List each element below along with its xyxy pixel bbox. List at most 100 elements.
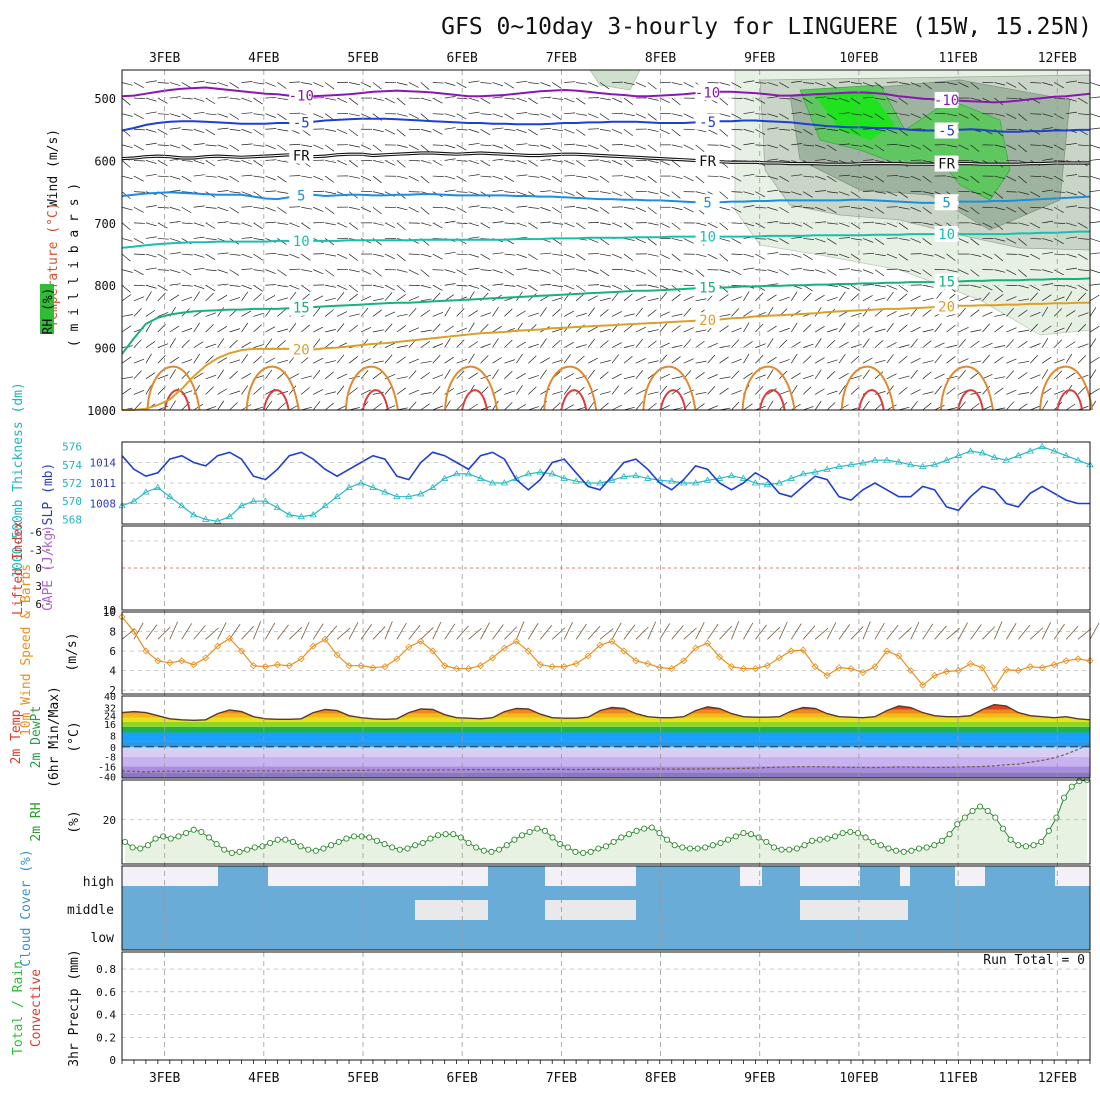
wind-barb [504,160,516,162]
wind-barb [791,191,802,196]
wind-barb [253,269,265,272]
wind-barb [623,97,634,105]
wind-barb [540,113,551,118]
cape-label: CAPE (J/kg) [41,525,56,611]
wind-barb [982,292,990,302]
wind-barb [874,97,886,101]
wind-barb [468,403,478,411]
wind-barb [372,309,382,317]
rh2m-point [419,839,426,847]
wind-barb [516,284,527,290]
wind-barb [1054,160,1066,162]
wind-barb [289,253,300,259]
wind-barb [779,269,789,276]
wind-barb [994,191,1004,199]
temp-band [122,756,1090,767]
wind-barb [623,375,635,380]
wind-barb [1054,253,1066,256]
wind-barb [826,175,837,183]
wind-barb [564,268,576,270]
wind-barb [767,269,778,274]
wind-barb [205,355,214,364]
rh2m-point [457,834,464,841]
rh2m-point [679,844,686,851]
wind-barb [755,343,766,348]
wind-barb [575,284,586,292]
wind-barb [779,206,789,214]
wind-barb [647,298,659,302]
wind-barb [874,391,886,395]
wind-barb [217,190,229,192]
wind-barb [325,160,337,163]
rh2m-point [320,845,327,852]
wind10m-speed-point [608,637,616,645]
wind-barb [540,269,551,274]
wind-barb [767,400,774,411]
wind-barb [444,269,456,274]
rh2m-point [557,841,564,848]
wind-barb [169,238,181,242]
rh2m-point [503,842,510,849]
thickness-point [548,470,556,477]
wind10m-speed-point [895,652,903,660]
rh2m-point [1061,794,1068,801]
wind-barb [396,376,408,380]
wind-barb [1042,283,1054,286]
wind-barb [731,269,742,276]
isotherm-label: -10 [695,85,720,101]
wind-barb [289,175,301,177]
wind-barb [552,269,562,276]
wind-barb [575,97,586,105]
isotherm-label: -5 [293,115,310,131]
wind-barb [217,357,228,364]
wind-barb [1042,294,1052,302]
wind-barb [970,253,982,257]
rh2m-point [755,834,762,841]
wind-barb [348,97,359,105]
cloud-high-clear [740,866,762,886]
thickness-point [142,488,150,495]
wind-barb [432,206,444,209]
isotherm-label-bg [695,153,720,170]
wind-barb [241,373,252,380]
wind-barb [659,253,670,260]
thickness-point [524,470,533,477]
wind-barb [181,222,193,225]
thickness-point [225,512,234,520]
lifted-index-label: Lifted Index [11,521,26,615]
thickness-point [1014,451,1023,459]
wind-barb [564,341,574,348]
wind-barb [145,97,157,102]
wind-barb [635,206,647,213]
wind-barb [1053,82,1064,89]
thickness-point [775,479,783,486]
wind-barb [408,175,419,182]
wind-barb [480,113,492,115]
wind-barb [492,338,499,348]
wind-barb [874,284,886,288]
thickness-tick-label: 568 [62,513,82,526]
wind-barb [815,127,827,130]
temp-tick-label: 32 [104,703,116,714]
wind-barb [898,206,910,210]
temp-band [122,772,1090,778]
wind-barb [265,190,277,193]
thickness-point [907,461,915,468]
wind-barb [1054,358,1065,364]
wind-barb [313,113,324,119]
wind-barb [767,338,774,348]
thickness-point [596,479,604,486]
wind-barb [862,269,874,274]
wind-barb [874,160,886,163]
rh2m-point [251,844,258,851]
wind-barb [133,358,145,364]
wind-barb [241,205,253,208]
wind-barb [169,206,181,211]
wind-barb [599,128,611,132]
wind-barb [456,269,467,276]
wind-barb [731,222,743,224]
wind-barb [755,113,767,115]
rh2m-point [541,827,548,834]
